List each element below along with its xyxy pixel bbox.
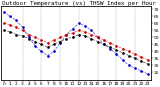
- Title: Milwaukee Weather Outdoor Temperature (vs) THSW Index per Hour (Last 24 Hours): Milwaukee Weather Outdoor Temperature (v…: [0, 1, 160, 6]
